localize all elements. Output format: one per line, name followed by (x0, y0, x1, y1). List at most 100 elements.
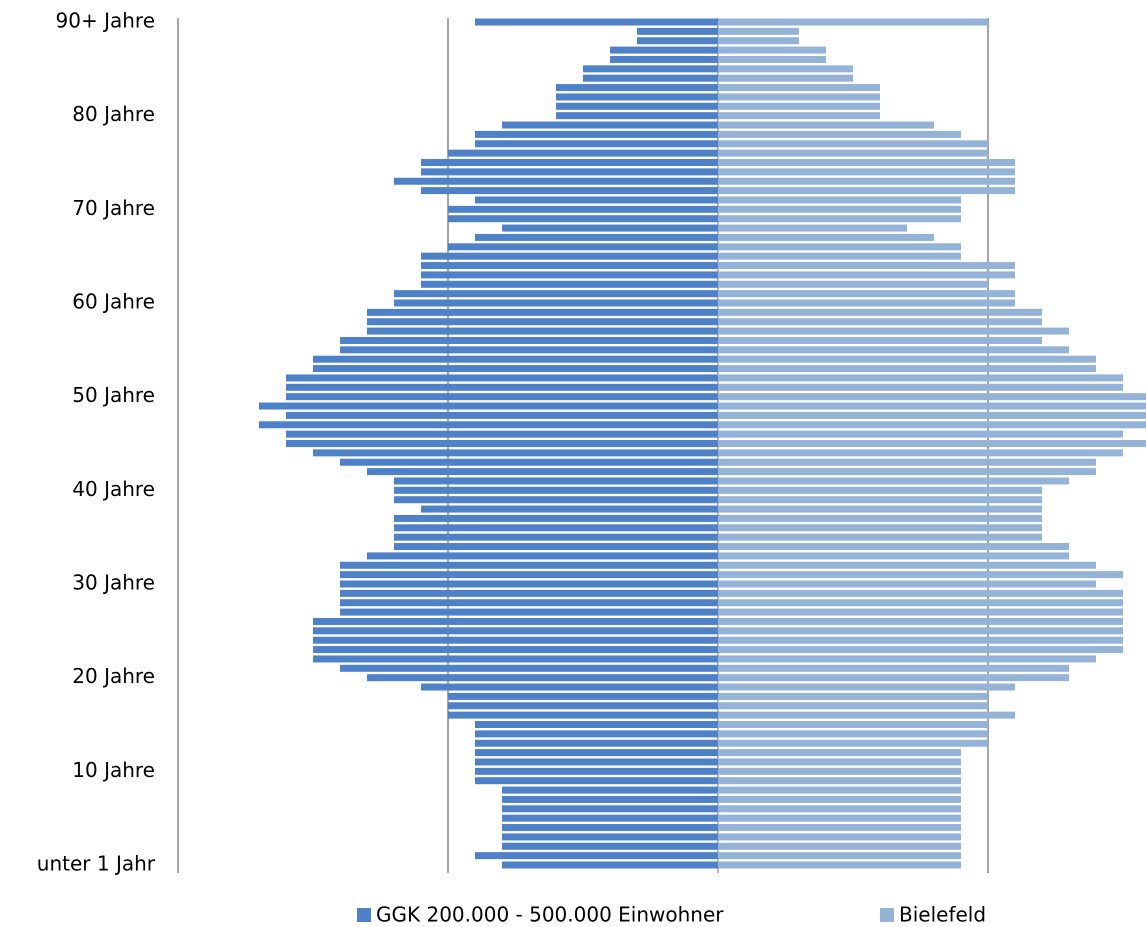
bar (718, 205, 961, 213)
bar (718, 721, 988, 728)
bar (448, 702, 718, 710)
bar (718, 777, 961, 785)
bar (718, 664, 1069, 672)
bar (502, 224, 718, 232)
bar (718, 224, 907, 232)
bar (718, 449, 1123, 457)
bar (718, 374, 1123, 382)
bar (718, 655, 1096, 663)
y-tick-label: 50 Jahre (72, 383, 155, 407)
bar (718, 327, 1069, 335)
bar (259, 421, 718, 429)
bar (502, 861, 718, 869)
bar (340, 336, 718, 344)
bar (718, 524, 1042, 532)
bar (502, 121, 718, 129)
bar (718, 739, 988, 747)
bar (502, 795, 718, 803)
bar (718, 571, 1123, 579)
bar (718, 65, 853, 73)
bar (718, 187, 1015, 195)
bar (475, 767, 718, 775)
bar (718, 486, 1042, 494)
bar (718, 252, 961, 260)
bar (313, 355, 718, 363)
bar (718, 430, 1123, 438)
bar (475, 852, 718, 860)
bar (718, 561, 1096, 569)
bar (718, 824, 961, 832)
bar (718, 758, 961, 766)
bar (718, 74, 853, 82)
bar (421, 271, 718, 279)
bar (718, 233, 934, 241)
bar (475, 721, 718, 728)
bar (718, 617, 1123, 625)
bar (340, 571, 718, 579)
bar (475, 140, 718, 148)
bar (718, 514, 1042, 522)
bar (502, 842, 718, 850)
bar (502, 786, 718, 794)
bar (718, 308, 1042, 316)
bar (637, 27, 718, 35)
bar (421, 505, 718, 513)
bar (502, 814, 718, 822)
bar (583, 65, 718, 73)
bar (583, 74, 718, 82)
bar (718, 786, 961, 794)
bar (718, 552, 1069, 560)
bar (718, 749, 961, 757)
bar (718, 196, 961, 204)
bar (718, 440, 1146, 447)
bar (448, 692, 718, 700)
bar (718, 37, 799, 45)
bar (718, 458, 1096, 466)
bar (394, 290, 718, 298)
bar (610, 55, 718, 63)
y-tick-label: 20 Jahre (72, 664, 155, 688)
bar (421, 159, 718, 166)
y-tick-label: 10 Jahre (72, 758, 155, 782)
bar (475, 233, 718, 241)
bar (637, 37, 718, 45)
bar (394, 524, 718, 532)
bar (718, 168, 1015, 176)
bar (718, 646, 1123, 654)
bar (718, 599, 1123, 607)
bar (475, 739, 718, 747)
bar (367, 674, 718, 682)
bar (718, 711, 1015, 719)
bar (286, 393, 718, 401)
bar (475, 758, 718, 766)
bar (718, 177, 1015, 185)
bar (475, 130, 718, 138)
bar (556, 112, 718, 120)
bar (475, 777, 718, 785)
bar (718, 365, 1096, 373)
bar (718, 861, 961, 869)
bar (394, 496, 718, 504)
bar (718, 355, 1096, 363)
bar (718, 411, 1146, 419)
legend-label: Bielefeld (899, 903, 986, 927)
bar (340, 346, 718, 354)
bar (313, 646, 718, 654)
bar (259, 402, 718, 410)
bar (313, 449, 718, 457)
y-tick-label: 80 Jahre (72, 102, 155, 126)
bar (718, 636, 1123, 644)
bar (718, 243, 961, 251)
bar (340, 664, 718, 672)
bar (718, 27, 799, 35)
bar (421, 683, 718, 691)
bar (718, 159, 1015, 166)
bar (718, 608, 1123, 616)
bar (718, 271, 1015, 279)
bar (340, 589, 718, 597)
bar (718, 852, 961, 860)
bar (718, 702, 988, 710)
bar (718, 140, 988, 148)
bar (313, 365, 718, 373)
